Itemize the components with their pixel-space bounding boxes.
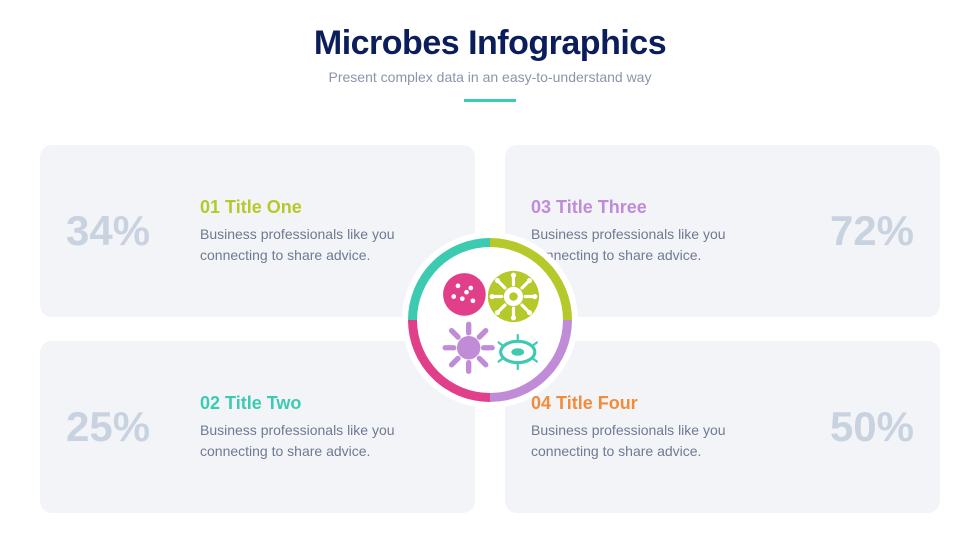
accent-bar <box>464 99 516 102</box>
card-02-desc: Business professionals like you connecti… <box>200 420 449 461</box>
bacillus-icon <box>499 335 537 369</box>
card-03-pct: 72% <box>804 207 914 255</box>
amoeba-icon <box>445 324 492 371</box>
page-title: Microbes Infographics <box>0 24 980 63</box>
coccus-icon <box>443 273 486 316</box>
card-02-text: 02 Title Two Business professionals like… <box>200 393 449 461</box>
page-subtitle: Present complex data in an easy-to-under… <box>0 69 980 85</box>
card-03-title: 03 Title Three <box>531 197 780 218</box>
card-04-desc: Business professionals like you connecti… <box>531 420 780 461</box>
card-01-title: 01 Title One <box>200 197 449 218</box>
card-04-text: 04 Title Four Business professionals lik… <box>531 393 780 461</box>
center-badge <box>402 232 578 408</box>
card-04-pct: 50% <box>804 403 914 451</box>
virus-icon <box>488 271 539 322</box>
microbes-icon <box>426 256 554 384</box>
card-01-pct: 34% <box>66 207 176 255</box>
header: Microbes Infographics Present complex da… <box>0 0 980 102</box>
card-02-pct: 25% <box>66 403 176 451</box>
